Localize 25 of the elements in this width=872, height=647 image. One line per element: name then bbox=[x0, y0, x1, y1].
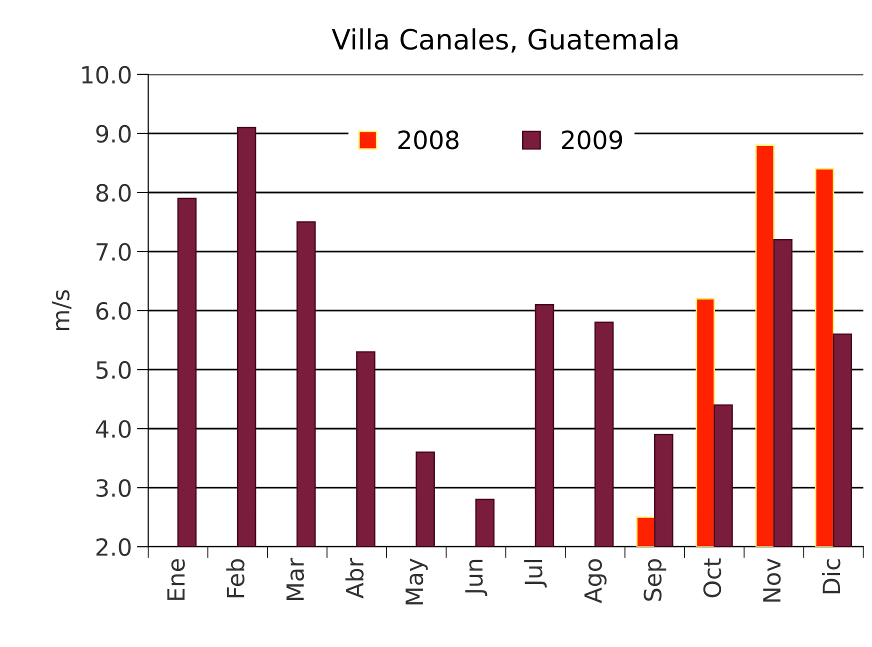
y-axis-title: m/s bbox=[52, 290, 72, 330]
legend-label: 2008 bbox=[398, 130, 458, 150]
x-tick-label: Jul bbox=[524, 560, 547, 588]
x-tick-label: Sep bbox=[644, 559, 666, 601]
legend-label: 2009 bbox=[562, 130, 622, 150]
x-tick-label: Oct bbox=[703, 558, 722, 598]
y-tick-label: 2.0 bbox=[96, 538, 131, 556]
x-tick-label: Dic bbox=[822, 559, 840, 594]
y-tick-label: 6.0 bbox=[96, 302, 131, 320]
x-tick-label: May bbox=[406, 558, 428, 604]
chart-title: Villa Canales, Guatemala bbox=[332, 28, 678, 53]
y-tick-label: 7.0 bbox=[96, 242, 131, 261]
x-tick-label: Nov bbox=[763, 558, 781, 602]
y-tick-label: 9.0 bbox=[96, 124, 131, 143]
y-tick-label: 4.0 bbox=[96, 420, 131, 438]
y-tick-label: 8.0 bbox=[96, 184, 131, 202]
x-tick-label: Mar bbox=[286, 558, 304, 600]
x-tick-label: Ene bbox=[167, 559, 185, 600]
y-tick-label: 10.0 bbox=[82, 66, 131, 84]
x-tick-label: Jun bbox=[465, 560, 488, 596]
x-tick-label: Ago bbox=[584, 559, 607, 604]
x-tick-label: Feb bbox=[226, 559, 244, 598]
y-tick-label: 5.0 bbox=[96, 361, 131, 379]
y-tick-label: 3.0 bbox=[96, 479, 131, 497]
x-tick-label: Abr bbox=[345, 558, 364, 598]
